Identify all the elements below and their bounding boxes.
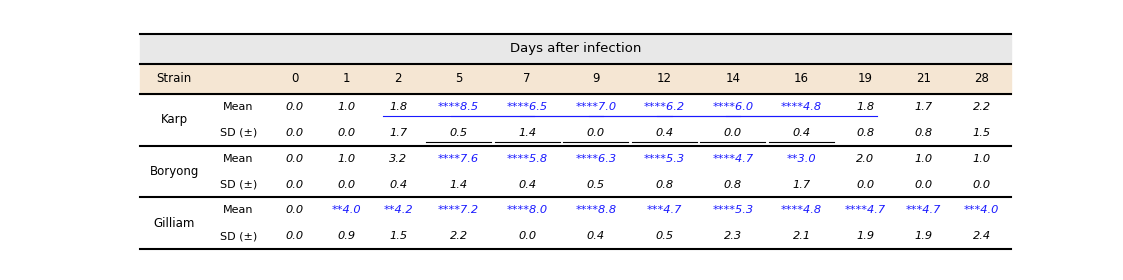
Text: ****8.8: ****8.8 [575, 206, 617, 215]
Bar [140, 64, 1011, 94]
Text: 2.2: 2.2 [449, 231, 467, 241]
Text: Karp: Karp [161, 113, 188, 126]
Text: ****7.0: ****7.0 [575, 102, 617, 112]
Text: 19: 19 [858, 72, 873, 85]
Text: 0.0: 0.0 [338, 179, 356, 190]
Text: ***4.7: ***4.7 [647, 206, 682, 215]
Text: 3.2: 3.2 [390, 154, 408, 164]
Text: Gilliam: Gilliam [154, 217, 195, 230]
Text: 2.1: 2.1 [793, 231, 811, 241]
Text: 1.5: 1.5 [973, 128, 990, 138]
Text: 0.4: 0.4 [390, 179, 408, 190]
Text: 0.5: 0.5 [586, 179, 605, 190]
Text: 1.9: 1.9 [914, 231, 932, 241]
Text: SD (±): SD (±) [220, 128, 257, 138]
Text: 0.0: 0.0 [973, 179, 990, 190]
Text: 0.8: 0.8 [656, 179, 674, 190]
Text: 0.8: 0.8 [856, 128, 874, 138]
Text: 0.5: 0.5 [656, 231, 674, 241]
Text: SD (±): SD (±) [220, 231, 257, 241]
Text: 16: 16 [794, 72, 809, 85]
Text: 0.0: 0.0 [286, 231, 304, 241]
Bar [140, 34, 1011, 64]
Text: 1.0: 1.0 [973, 154, 990, 164]
Text: ****5.8: ****5.8 [506, 154, 548, 164]
Text: ****4.7: ****4.7 [844, 206, 886, 215]
Text: **4.0: **4.0 [332, 206, 362, 215]
Text: 1.4: 1.4 [449, 179, 467, 190]
Text: 1.8: 1.8 [856, 102, 874, 112]
Text: 1.0: 1.0 [914, 154, 932, 164]
Text: 0.0: 0.0 [286, 102, 304, 112]
Text: 0.0: 0.0 [856, 179, 874, 190]
Text: 7: 7 [523, 72, 531, 85]
Text: 0.4: 0.4 [793, 128, 811, 138]
Text: ****7.2: ****7.2 [438, 206, 480, 215]
Text: ****4.8: ****4.8 [780, 102, 822, 112]
Text: Strain: Strain [156, 72, 192, 85]
Text: ***4.0: ***4.0 [964, 206, 999, 215]
Text: Mean: Mean [223, 102, 254, 112]
Text: 2: 2 [394, 72, 402, 85]
Text: 0.8: 0.8 [914, 128, 932, 138]
Text: SD (±): SD (±) [220, 179, 257, 190]
Text: 14: 14 [725, 72, 740, 85]
Text: 2.0: 2.0 [856, 154, 874, 164]
Text: 1.9: 1.9 [856, 231, 874, 241]
Text: 1.7: 1.7 [390, 128, 408, 138]
Text: 21: 21 [915, 72, 931, 85]
Text: 1.4: 1.4 [518, 128, 536, 138]
Text: 12: 12 [657, 72, 672, 85]
Text: 0.0: 0.0 [586, 128, 605, 138]
Text: ****7.6: ****7.6 [438, 154, 480, 164]
Text: 1: 1 [343, 72, 350, 85]
Text: 1.0: 1.0 [338, 102, 356, 112]
Text: 1.7: 1.7 [793, 179, 811, 190]
Text: 9: 9 [592, 72, 600, 85]
Text: Mean: Mean [223, 154, 254, 164]
Text: Days after infection: Days after infection [510, 42, 641, 55]
Text: ****5.3: ****5.3 [712, 206, 754, 215]
Text: 0.0: 0.0 [286, 179, 304, 190]
Text: 0.4: 0.4 [656, 128, 674, 138]
Text: ****6.3: ****6.3 [575, 154, 617, 164]
Text: 0.0: 0.0 [518, 231, 536, 241]
Text: **3.0: **3.0 [787, 154, 816, 164]
Text: 1.7: 1.7 [914, 102, 932, 112]
Text: 1.0: 1.0 [338, 154, 356, 164]
Text: ****6.2: ****6.2 [643, 102, 685, 112]
Text: 2.3: 2.3 [724, 231, 742, 241]
Text: 1.8: 1.8 [390, 102, 408, 112]
Text: 0.0: 0.0 [914, 179, 932, 190]
Text: 0.0: 0.0 [724, 128, 742, 138]
Text: 0.4: 0.4 [518, 179, 536, 190]
Text: 0.8: 0.8 [724, 179, 742, 190]
Text: 0.5: 0.5 [449, 128, 467, 138]
Text: Boryong: Boryong [149, 165, 199, 178]
Text: 28: 28 [974, 72, 989, 85]
Text: 0.0: 0.0 [286, 206, 304, 215]
Text: **4.2: **4.2 [384, 206, 413, 215]
Text: 5: 5 [455, 72, 463, 85]
Text: ****4.7: ****4.7 [712, 154, 754, 164]
Text: ****4.8: ****4.8 [780, 206, 822, 215]
Text: 0.9: 0.9 [338, 231, 356, 241]
Text: 1.5: 1.5 [390, 231, 408, 241]
Text: ****6.5: ****6.5 [506, 102, 548, 112]
Text: ****8.0: ****8.0 [506, 206, 548, 215]
Text: ****6.0: ****6.0 [712, 102, 754, 112]
Text: 0.4: 0.4 [586, 231, 605, 241]
Text: 0.0: 0.0 [286, 128, 304, 138]
Text: 0: 0 [291, 72, 299, 85]
Text: 2.2: 2.2 [973, 102, 990, 112]
Text: ****5.3: ****5.3 [643, 154, 685, 164]
Text: Mean: Mean [223, 206, 254, 215]
Text: ***4.7: ***4.7 [905, 206, 941, 215]
Text: ****8.5: ****8.5 [438, 102, 480, 112]
Text: 2.4: 2.4 [973, 231, 990, 241]
Text: 0.0: 0.0 [286, 154, 304, 164]
Text: 0.0: 0.0 [338, 128, 356, 138]
